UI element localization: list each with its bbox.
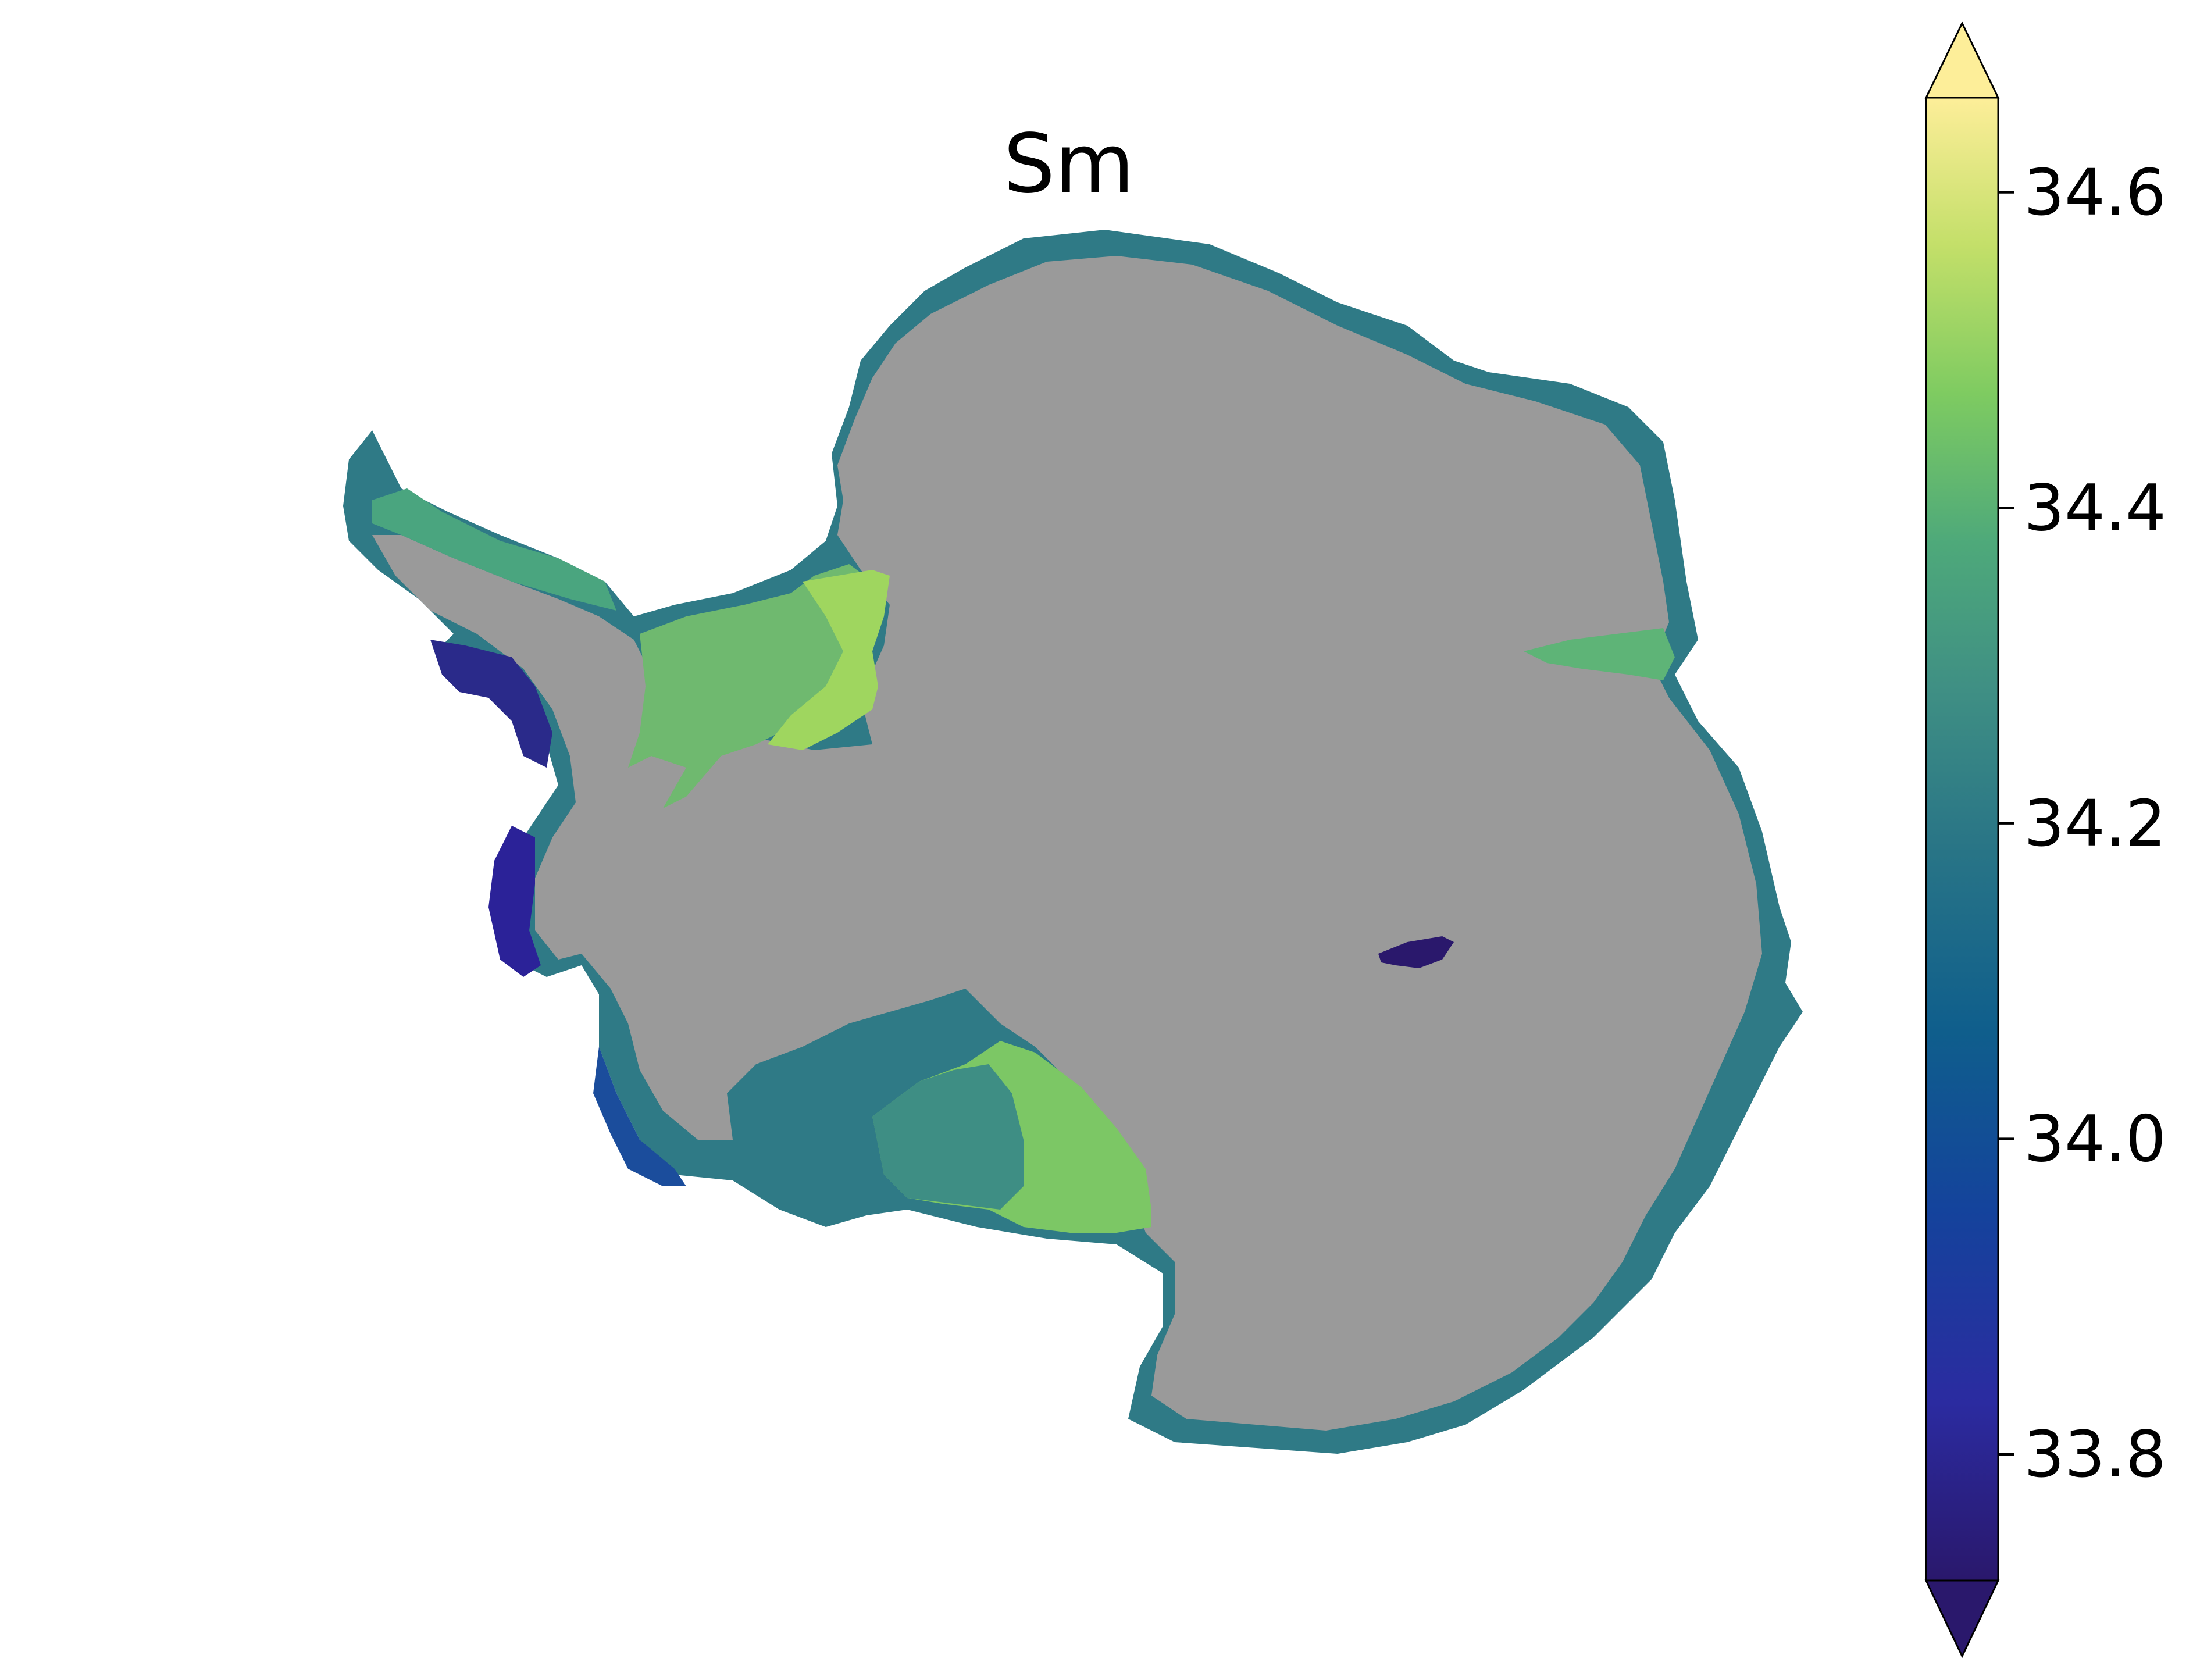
ice-shelf-ross-west xyxy=(872,1064,1024,1210)
peninsula-west-coast xyxy=(372,488,616,611)
colorbar: 33.8 34.0 34.2 34.4 34.6 xyxy=(1924,21,2166,1658)
colorbar-ticks: 33.8 34.0 34.2 34.4 34.6 xyxy=(1998,155,2166,1492)
lake-vostok xyxy=(1378,936,1454,968)
colorbar-extend-max xyxy=(1924,21,2000,99)
colorbar-tick-label: 34.0 xyxy=(2024,1101,2166,1176)
grounded-ice xyxy=(372,256,1762,1431)
colorbar-tick-label: 34.6 xyxy=(2024,155,2166,230)
ice-shelf-amery xyxy=(1524,628,1675,680)
colorbar-extend-min xyxy=(1924,1579,2000,1658)
colorbar-body xyxy=(1925,97,1999,1582)
antarctica-map xyxy=(343,230,1803,1454)
colorbar-tick-label: 34.2 xyxy=(2024,786,2166,861)
ice-shelf-ronne-filchner xyxy=(628,564,872,808)
map-title: Sm xyxy=(1003,117,1134,212)
ice-shelf-larsen xyxy=(430,640,552,768)
colorbar-tick-label: 33.8 xyxy=(2024,1417,2166,1492)
colorbar-tick-label: 34.4 xyxy=(2024,470,2166,545)
ice-shelf-wilkins-georgevi xyxy=(488,826,541,977)
ice-shelf-amundsen xyxy=(593,1047,686,1186)
ice-shelf-filchner-east xyxy=(768,570,890,750)
